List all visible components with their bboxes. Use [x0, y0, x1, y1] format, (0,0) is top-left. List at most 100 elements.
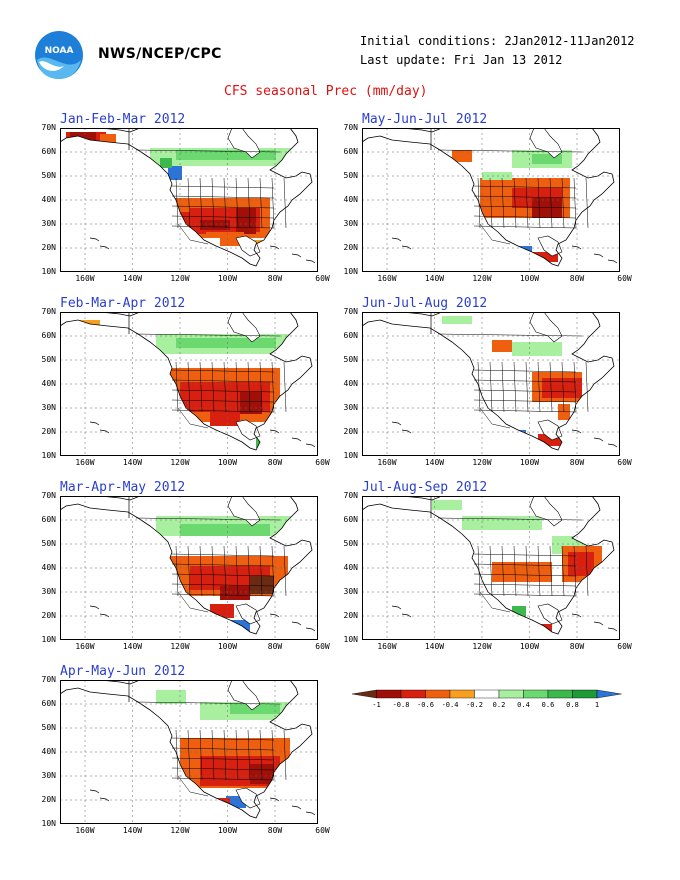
lat-tick-label: 30N: [343, 587, 358, 596]
colorbar-swatch: [547, 689, 573, 699]
colorbar-label: -0.4: [442, 701, 459, 709]
lat-tick-label: 70N: [343, 123, 358, 132]
lon-tick-label: 80W: [267, 274, 283, 283]
colorbar-swatch: [498, 689, 524, 699]
lat-tick-label: 10N: [343, 267, 358, 276]
lat-tick-label: 50N: [343, 355, 358, 364]
lat-tick-label: 50N: [41, 723, 56, 732]
lat-tick-label: 20N: [41, 427, 56, 436]
panel-title: Jan-Feb-Mar 2012: [60, 112, 186, 127]
panel-title: Jun-Jul-Aug 2012: [362, 296, 488, 311]
precip-anomaly-map: [60, 312, 318, 456]
lat-tick-label: 40N: [343, 563, 358, 572]
colorbar-swatch: [474, 689, 500, 699]
lon-tick-label: 80W: [267, 458, 283, 467]
colorbar-label: 0.2: [493, 701, 506, 709]
lat-tick-label: 70N: [41, 123, 56, 132]
noaa-logo: NOAA: [35, 31, 83, 79]
lon-tick-label: 100W: [217, 458, 238, 467]
lon-tick-label: 100W: [519, 274, 540, 283]
last-update: Last update: Fri Jan 13 2012: [360, 53, 563, 67]
lat-tick-label: 70N: [343, 307, 358, 316]
lon-tick-label: 120W: [170, 458, 190, 467]
lon-tick-label: 80W: [569, 642, 585, 651]
lat-tick-label: 30N: [343, 403, 358, 412]
lon-tick-label: 140W: [122, 826, 143, 835]
lon-tick-label: 120W: [472, 642, 492, 651]
colorbar-swatch: [449, 689, 475, 699]
colorbar-swatch: [523, 689, 549, 699]
lon-tick-label: 100W: [519, 458, 540, 467]
lat-tick-label: 20N: [41, 795, 56, 804]
colorbar-label: -0.6: [417, 701, 434, 709]
colorbar-label: 1: [595, 701, 599, 709]
colorbar-label: 0.8: [566, 701, 579, 709]
lat-tick-label: 40N: [343, 195, 358, 204]
lon-tick-label: 140W: [424, 274, 445, 283]
colorbar-swatch: [351, 689, 377, 699]
lat-tick-label: 40N: [343, 379, 358, 388]
colorbar-label: -0.2: [466, 701, 483, 709]
lon-tick-label: 160W: [377, 274, 397, 283]
lon-tick-label: 80W: [267, 826, 283, 835]
lon-tick-label: 80W: [267, 642, 283, 651]
lat-tick-label: 30N: [41, 219, 56, 228]
lat-tick-label: 20N: [41, 243, 56, 252]
lon-tick-label: 140W: [122, 458, 143, 467]
lat-tick-label: 20N: [343, 611, 358, 620]
panel-title: Mar-Apr-May 2012: [60, 480, 186, 495]
colorbar-swatch: [376, 689, 402, 699]
lon-tick-label: 140W: [122, 274, 143, 283]
lon-tick-label: 80W: [569, 458, 585, 467]
lat-tick-label: 20N: [343, 427, 358, 436]
lon-tick-label: 160W: [75, 642, 95, 651]
precip-anomaly-map: [362, 496, 620, 640]
lat-tick-label: 40N: [41, 563, 56, 572]
lat-tick-label: 10N: [41, 451, 56, 460]
colorbar-label: -1: [372, 701, 380, 709]
lat-tick-label: 30N: [41, 587, 56, 596]
lon-tick-label: 160W: [75, 458, 95, 467]
lon-tick-label: 160W: [75, 826, 95, 835]
lat-tick-label: 10N: [343, 451, 358, 460]
lat-tick-label: 50N: [41, 539, 56, 548]
precip-anomaly-map: [362, 312, 620, 456]
lon-tick-label: 100W: [519, 642, 540, 651]
precip-anomaly-map: [60, 128, 318, 272]
lat-tick-label: 60N: [41, 515, 56, 524]
lat-tick-label: 70N: [343, 491, 358, 500]
precip-anomaly-map: [60, 496, 318, 640]
lon-tick-label: 60W: [315, 642, 330, 651]
colorbar-swatch: [400, 689, 426, 699]
lon-tick-label: 100W: [217, 274, 238, 283]
lat-tick-label: 30N: [343, 219, 358, 228]
lon-tick-label: 120W: [170, 274, 190, 283]
lat-tick-label: 60N: [343, 331, 358, 340]
lon-tick-label: 140W: [424, 458, 445, 467]
lat-tick-label: 60N: [41, 699, 56, 708]
colorbar-label: -0.8: [393, 701, 410, 709]
lat-tick-label: 40N: [41, 195, 56, 204]
lon-tick-label: 60W: [315, 458, 330, 467]
initial-conditions: Initial conditions: 2Jan2012-11Jan2012: [360, 34, 635, 48]
figure-title: CFS seasonal Prec (mm/day): [224, 84, 428, 99]
lat-tick-label: 10N: [343, 635, 358, 644]
lon-tick-label: 100W: [217, 826, 238, 835]
panel-title: May-Jun-Jul 2012: [362, 112, 488, 127]
lat-tick-label: 20N: [343, 243, 358, 252]
colorbar-swatch: [572, 689, 598, 699]
lat-tick-label: 50N: [41, 355, 56, 364]
lon-tick-label: 60W: [315, 826, 330, 835]
lat-tick-label: 10N: [41, 267, 56, 276]
logo-text: NOAA: [45, 46, 74, 56]
lat-tick-label: 20N: [41, 611, 56, 620]
lat-tick-label: 30N: [41, 771, 56, 780]
lon-tick-label: 120W: [170, 826, 190, 835]
panel-title: Jul-Aug-Sep 2012: [362, 480, 488, 495]
lon-tick-label: 60W: [617, 642, 632, 651]
lat-tick-label: 60N: [41, 331, 56, 340]
lat-tick-label: 40N: [41, 747, 56, 756]
lon-tick-label: 120W: [472, 274, 492, 283]
colorbar-label: 0.6: [542, 701, 555, 709]
lon-tick-label: 80W: [569, 274, 585, 283]
